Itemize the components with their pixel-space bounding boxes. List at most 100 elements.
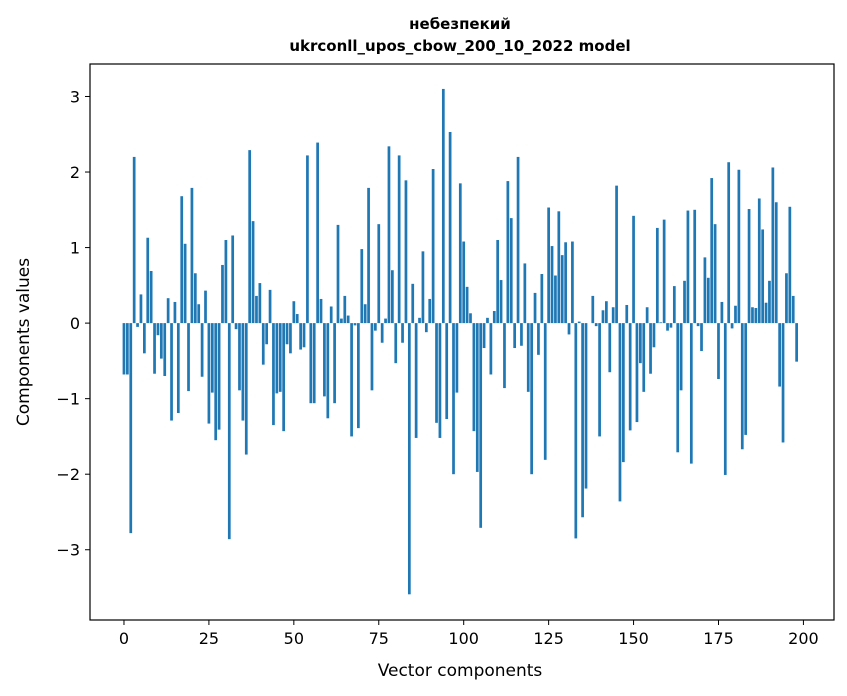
bar-55 (309, 323, 313, 404)
bar-83 (404, 180, 408, 324)
bar-182 (740, 323, 744, 450)
chart-title-line2: ukrconll_upos_cbow_200_10_2022 model (289, 37, 630, 55)
bar-121 (533, 292, 537, 324)
bar-0 (122, 323, 126, 375)
bar-152 (639, 323, 642, 364)
bar-169 (696, 323, 700, 327)
bar-53 (302, 323, 306, 348)
bar-117 (520, 323, 523, 346)
bar-13 (166, 298, 170, 324)
bar-63 (336, 224, 340, 324)
bar-49 (289, 323, 292, 354)
bar-103 (472, 323, 476, 432)
bar-57 (316, 142, 319, 324)
x-tick-label: 25 (199, 629, 219, 648)
bar-114 (509, 218, 513, 324)
bar-190 (768, 280, 771, 324)
bar-87 (418, 317, 421, 324)
x-tick-label: 50 (284, 629, 304, 648)
bar-166 (686, 210, 690, 324)
bar-126 (550, 246, 554, 324)
bar-110 (496, 240, 500, 324)
x-axis-label: Vector components (378, 661, 543, 681)
bar-107 (486, 317, 489, 324)
bar-133 (574, 323, 578, 539)
bar-5 (139, 294, 143, 324)
bar-10 (156, 323, 160, 336)
bar-128 (557, 211, 561, 324)
bar-23 (200, 323, 204, 377)
bar-64 (340, 318, 343, 324)
bar-79 (391, 270, 394, 324)
bar-134 (577, 321, 581, 324)
bar-67 (350, 323, 353, 437)
bar-180 (734, 305, 737, 324)
y-tick-label: −1 (56, 390, 80, 409)
bar-175 (717, 323, 720, 380)
chart-title-line1: небезпекий (409, 15, 511, 33)
bar-62 (333, 323, 336, 404)
bar-46 (278, 323, 282, 392)
bar-153 (642, 323, 646, 392)
bar-47 (282, 323, 285, 432)
bar-16 (176, 323, 180, 414)
y-tick-label: 1 (70, 239, 80, 258)
bar-125 (547, 207, 550, 324)
bar-109 (492, 311, 496, 324)
bar-45 (275, 323, 279, 394)
bar-105 (479, 323, 483, 528)
bar-118 (523, 263, 527, 324)
bar-20 (190, 187, 194, 324)
bar-93 (438, 323, 442, 438)
bar-15 (173, 301, 177, 324)
bar-60 (326, 323, 330, 419)
bar-186 (754, 308, 758, 324)
bar-192 (774, 202, 778, 324)
y-axis-label: Components values (14, 258, 34, 426)
bar-27 (214, 323, 218, 441)
bar-77 (384, 318, 387, 324)
y-tick-label: 3 (70, 87, 80, 106)
bar-9 (153, 323, 156, 374)
bar-104 (475, 323, 479, 472)
bar-97 (452, 323, 455, 475)
bar-37 (248, 150, 252, 324)
bar-197 (791, 295, 795, 324)
bar-132 (571, 241, 574, 324)
bar-4 (136, 323, 139, 327)
bar-56 (312, 323, 316, 404)
bar-21 (193, 273, 197, 324)
bar-66 (346, 315, 350, 324)
bar-195 (785, 273, 788, 324)
bar-40 (258, 283, 262, 324)
bar-158 (659, 322, 663, 324)
bar-92 (435, 323, 438, 423)
bar-150 (632, 215, 635, 324)
x-axis-ticks: 0 25 50 75 100 125 150 175 200 (119, 620, 819, 648)
bar-69 (357, 323, 360, 429)
y-tick-label: −3 (56, 541, 80, 560)
bar-98 (455, 323, 459, 393)
bar-135 (581, 323, 584, 518)
bar-188 (761, 229, 765, 324)
bar-7 (146, 237, 150, 324)
bar-164 (679, 323, 683, 391)
y-tick-label: 0 (70, 314, 80, 333)
bar-11 (159, 323, 163, 359)
bar-72 (367, 187, 370, 324)
bar-193 (778, 323, 781, 387)
bar-113 (506, 181, 510, 324)
bar-185 (751, 307, 754, 324)
bar-145 (615, 185, 618, 324)
bar-106 (482, 323, 486, 349)
bar-8 (149, 270, 153, 324)
bar-100 (462, 241, 466, 324)
x-tick-label: 175 (703, 629, 734, 648)
bar-171 (703, 257, 707, 324)
bar-30 (224, 240, 228, 324)
bar-42 (265, 323, 269, 345)
bar-70 (360, 249, 364, 324)
bar-18 (183, 243, 187, 324)
bar-165 (683, 280, 686, 324)
